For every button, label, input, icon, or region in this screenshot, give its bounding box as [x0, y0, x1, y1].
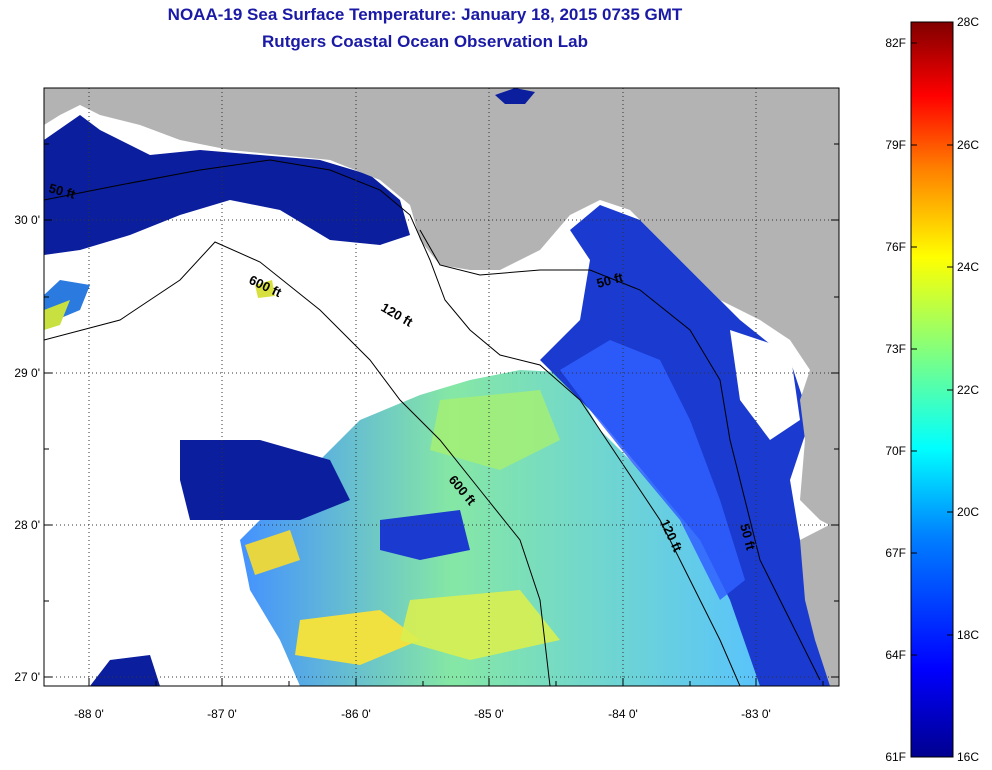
graticule: [44, 88, 839, 686]
colorbar-f-label: 73F: [885, 342, 906, 356]
colorbar-f-label: 76F: [885, 240, 906, 254]
lon-tick-label: -84 0': [608, 707, 638, 721]
lon-tick-label: -87 0': [207, 707, 237, 721]
cold-patch-center: [380, 510, 470, 560]
warm-patch-south2: [400, 590, 560, 660]
lat-tick-label: 29 0': [14, 366, 40, 380]
warm-dot-west: [44, 300, 70, 330]
cold-water-north: [44, 115, 410, 255]
warm-water-region: [240, 370, 770, 686]
lat-tick-label: 28 0': [14, 518, 40, 532]
map-title: NOAA-19 Sea Surface Temperature: January…: [167, 5, 683, 24]
axis-ticks: [44, 143, 839, 686]
lon-tick-label: -85 0': [474, 707, 504, 721]
map-subtitle: Rutgers Coastal Ocean Observation Lab: [262, 32, 588, 51]
lon-tick-label: -86 0': [341, 707, 371, 721]
lon-tick-label: -88 0': [74, 707, 104, 721]
lat-tick-label: 27 0': [14, 670, 40, 684]
colorbar-f-label: 64F: [885, 648, 906, 662]
land-mass: [44, 88, 839, 530]
lat-tick-label: 30 0': [14, 213, 40, 227]
plot-frame: [43, 87, 840, 687]
colorbar-f-label: 82F: [885, 36, 906, 50]
lon-tick-label: -83 0': [741, 707, 771, 721]
cloud-patch-east: [730, 330, 800, 440]
colorbar-f-label: 61F: [885, 750, 906, 764]
colorbar-c-label: 26C: [957, 138, 979, 152]
colorbar-c-label: 20C: [957, 505, 979, 519]
warm-patch-south: [295, 610, 420, 665]
colorbar: [910, 21, 954, 758]
colorbar-f-label: 70F: [885, 444, 906, 458]
depth-label: 50 ft: [595, 269, 625, 291]
warm-dot-north: [255, 280, 275, 298]
colorbar-c-label: 28C: [957, 15, 979, 29]
depth-label: 50 ft: [47, 180, 77, 202]
inland-water: [495, 88, 535, 104]
colorbar-f-label: 79F: [885, 138, 906, 152]
contour-50ft: [419, 229, 821, 681]
colorbar-f-label: 67F: [885, 546, 906, 560]
colorbar-c-label: 16C: [957, 750, 979, 764]
colorbar-c-label: 24C: [957, 260, 979, 274]
depth-label: 50 ft: [737, 522, 759, 552]
contour-120ft: [44, 159, 741, 686]
warm-core: [430, 390, 560, 470]
colorbar-c-label: 22C: [957, 383, 979, 397]
contour-600ft: [44, 241, 551, 686]
cold-patch-sw: [90, 655, 160, 686]
colorbar-c-label: 18C: [957, 628, 979, 642]
colorbar-ticks: [911, 21, 953, 758]
land-peninsula: [800, 520, 839, 686]
shelf-gradient: [560, 340, 745, 600]
warm-patch-west: [245, 530, 300, 575]
